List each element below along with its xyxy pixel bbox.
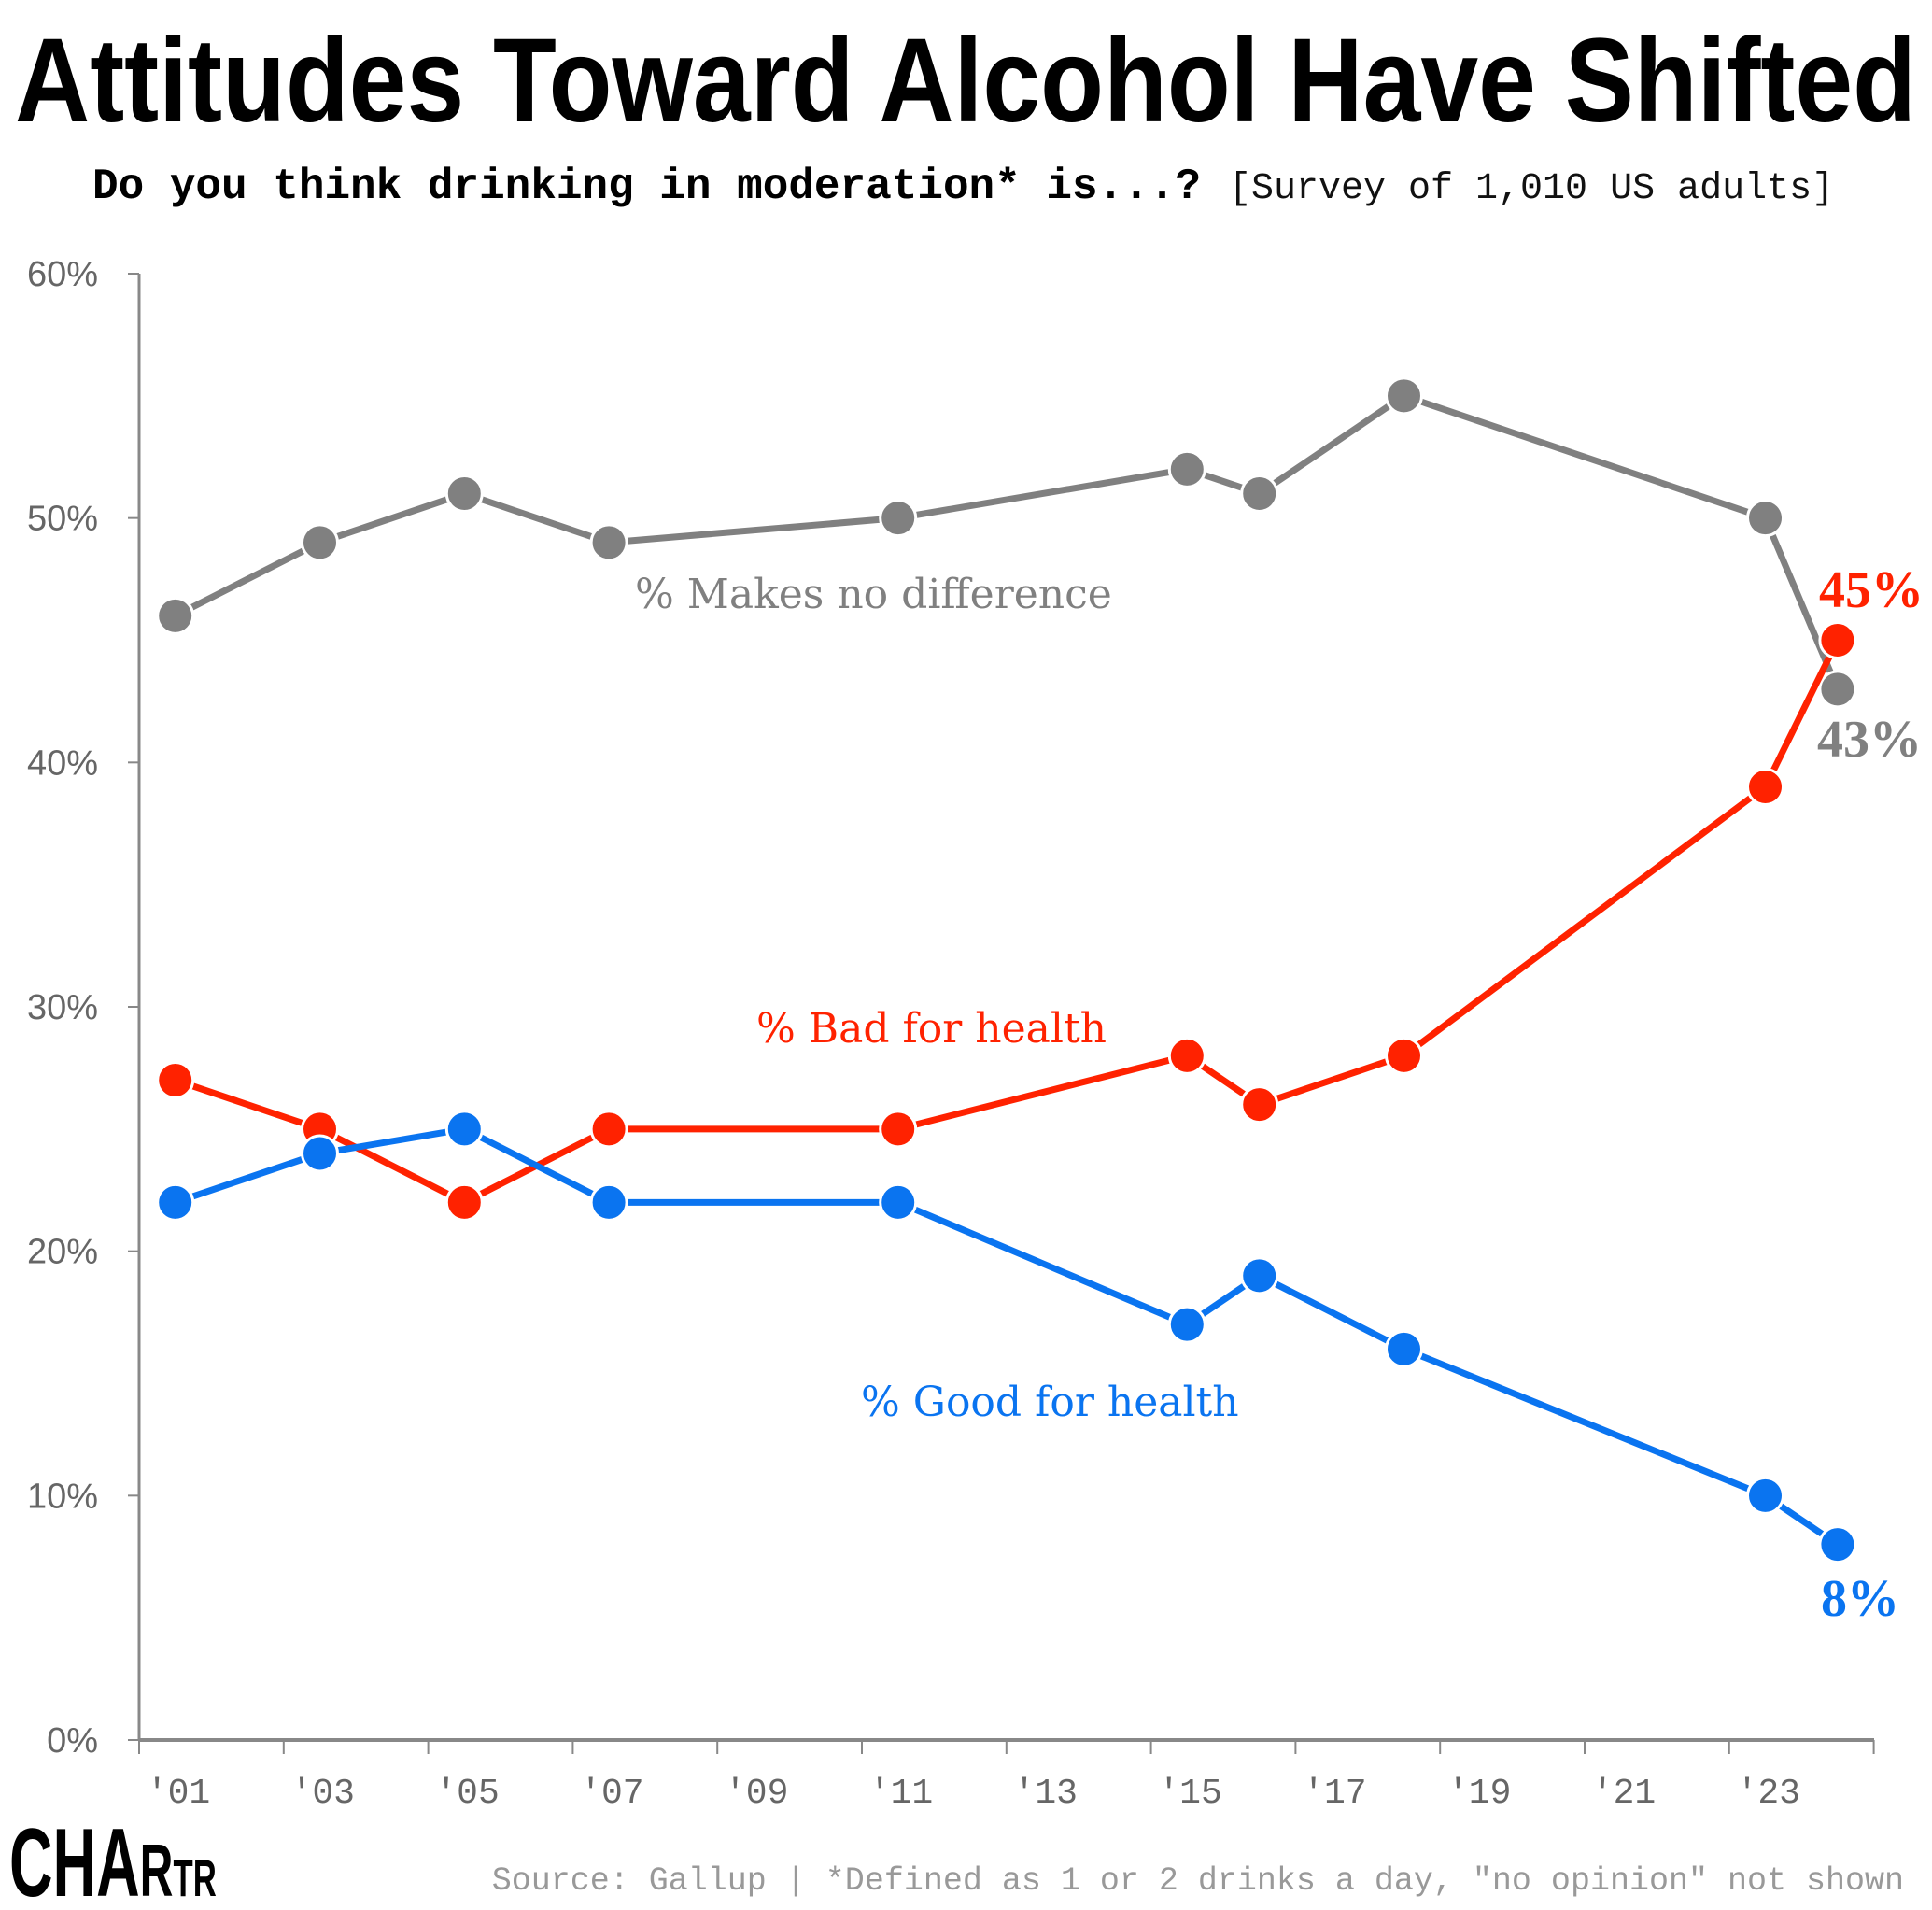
data-point: [444, 1110, 484, 1149]
data-point: [1818, 670, 1857, 709]
data-point: [1240, 1085, 1279, 1125]
x-tick-label: '03: [291, 1774, 355, 1814]
subtitle-survey: [Survey of 1,010 US adults]: [1229, 168, 1834, 210]
data-point: [879, 1182, 918, 1222]
end-label-good: 8%: [1821, 1570, 1899, 1628]
y-tick-label: 50%: [27, 500, 98, 539]
x-tick-label: '19: [1447, 1774, 1511, 1814]
data-point: [444, 474, 484, 513]
data-point: [301, 523, 339, 562]
series-layer: [156, 376, 1857, 1564]
y-axis-ticks: 0% 10% 20% 30% 40% 50% 60%: [27, 255, 139, 1761]
x-tick-label: '13: [1014, 1774, 1078, 1814]
chart-title: Attitudes Toward Alcohol Have Shifted: [15, 14, 1916, 148]
y-tick-label: 20%: [27, 1233, 98, 1272]
y-tick-label: 10%: [27, 1477, 98, 1516]
data-point: [1167, 1305, 1206, 1344]
source-note: Source: Gallup | *Defined as 1 or 2 drin…: [492, 1862, 1904, 1900]
x-axis-ticks: '01 '03 '05 '07 '09 '11 '13 '15 '17 '19 '21 '23: [138, 1740, 1875, 1814]
series-line: [174, 392, 1841, 691]
data-point: [1167, 449, 1206, 488]
data-point: [879, 1110, 918, 1149]
data-point: [156, 1182, 195, 1222]
y-tick-label: 0%: [47, 1721, 98, 1761]
chart-subtitle: Do you think drinking in moderation* is.…: [92, 163, 1834, 211]
data-point: [1167, 1036, 1206, 1075]
x-tick-label: '11: [869, 1774, 933, 1814]
series-2: [156, 1110, 1857, 1564]
end-label-bad: 45%: [1819, 561, 1924, 619]
data-point: [589, 1182, 628, 1222]
series-0: [156, 376, 1857, 709]
x-tick-label: '17: [1303, 1774, 1366, 1814]
data-point: [879, 499, 918, 538]
data-point: [1746, 768, 1784, 806]
data-point: [1240, 1256, 1279, 1295]
chartr-logo-text: CHARTR: [9, 1809, 217, 1910]
data-point: [1385, 1036, 1423, 1075]
x-tick-label: '15: [1158, 1774, 1221, 1814]
data-point: [1746, 1476, 1784, 1515]
data-point: [589, 1110, 628, 1149]
y-tick-label: 30%: [27, 988, 98, 1027]
data-point: [1746, 499, 1784, 538]
data-point: [156, 1061, 195, 1099]
end-label-no-difference: 43%: [1817, 711, 1922, 769]
data-point: [156, 596, 195, 635]
series-line: [174, 1125, 1840, 1548]
series-label-good: % Good for health: [861, 1379, 1239, 1426]
series-label-bad: % Bad for health: [756, 1005, 1107, 1053]
data-point: [1240, 474, 1279, 513]
x-tick-label: '09: [725, 1774, 788, 1814]
data-point: [1818, 1525, 1857, 1564]
series-label-no-difference: % Makes no difference: [635, 571, 1112, 618]
data-point: [1385, 376, 1423, 416]
subtitle-question: Do you think drinking in moderation* is.…: [92, 163, 1201, 211]
x-tick-label: '23: [1737, 1774, 1800, 1814]
data-point: [444, 1182, 484, 1222]
data-point: [589, 523, 628, 562]
x-tick-label: '07: [580, 1774, 643, 1814]
data-point: [1818, 621, 1857, 659]
series-line: [174, 638, 1841, 1206]
data-point: [301, 1134, 339, 1173]
series-1: [156, 621, 1857, 1222]
x-tick-label: '05: [435, 1774, 499, 1814]
x-tick-label: '01: [147, 1774, 210, 1814]
y-tick-label: 60%: [27, 255, 98, 294]
y-tick-label: 40%: [27, 743, 98, 783]
x-tick-label: '21: [1592, 1774, 1656, 1814]
data-point: [1385, 1329, 1423, 1368]
chartr-logo: CHARTR: [9, 1809, 217, 1910]
